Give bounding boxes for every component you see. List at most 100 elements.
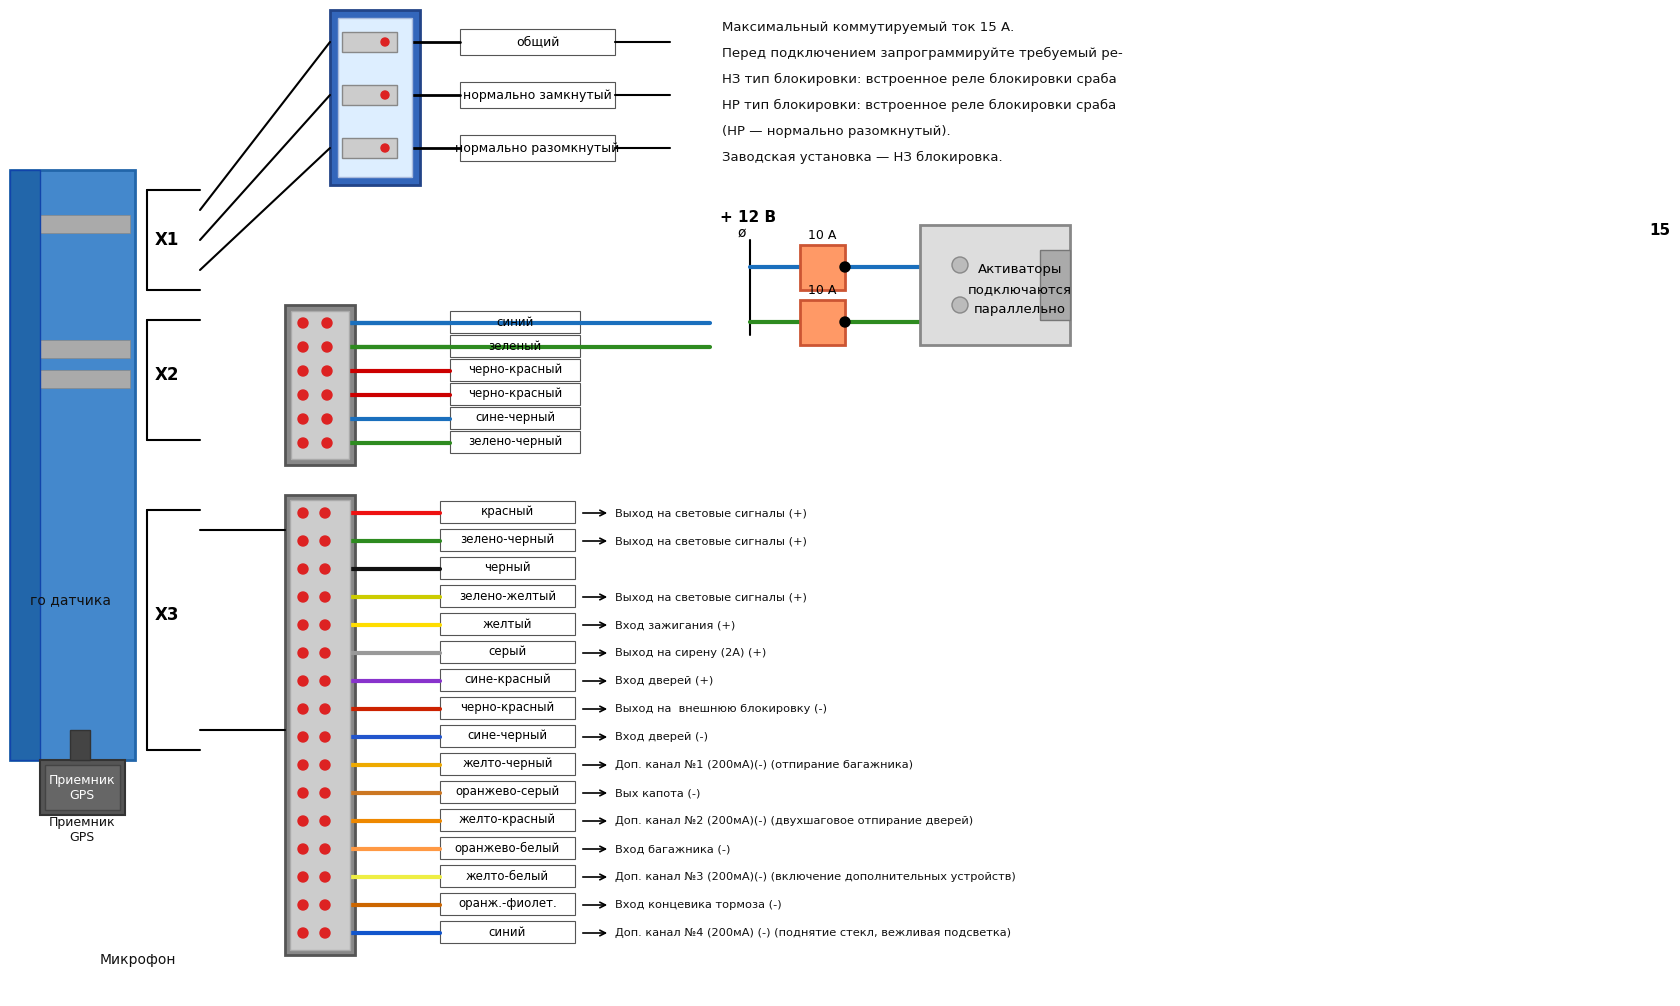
Text: 15: 15 xyxy=(1648,222,1670,237)
Text: сине-красный: сине-красный xyxy=(464,673,551,686)
Text: Активаторы: Активаторы xyxy=(978,264,1062,277)
Text: черно-красный: черно-красный xyxy=(467,387,561,400)
Bar xyxy=(10,170,134,760)
Text: 10 А: 10 А xyxy=(808,228,835,241)
Text: Доп. канал №4 (200мА) (-) (поднятие стекл, вежливая подсветка): Доп. канал №4 (200мА) (-) (поднятие стек… xyxy=(615,928,1010,938)
Circle shape xyxy=(323,438,333,448)
Text: нормально замкнутый: нормально замкнутый xyxy=(464,89,612,102)
Circle shape xyxy=(319,872,329,882)
Text: желто-красный: желто-красный xyxy=(459,814,556,827)
Text: общий: общий xyxy=(516,35,559,48)
Text: Вход зажигания (+): Вход зажигания (+) xyxy=(615,620,734,630)
Circle shape xyxy=(297,366,307,376)
Text: Доп. канал №1 (200мА)(-) (отпирание багажника): Доп. канал №1 (200мА)(-) (отпирание бага… xyxy=(615,760,912,770)
Text: сине-черный: сине-черный xyxy=(475,411,554,425)
Bar xyxy=(460,135,615,161)
Text: Выход на световые сигналы (+): Выход на световые сигналы (+) xyxy=(615,508,806,518)
Text: Приемник
GPS: Приемник GPS xyxy=(49,774,116,802)
Bar xyxy=(460,29,615,55)
Text: НЗ тип блокировки: встроенное реле блокировки срабa: НЗ тип блокировки: встроенное реле блоки… xyxy=(722,72,1116,86)
Bar xyxy=(440,585,575,607)
Circle shape xyxy=(297,620,307,630)
Text: Выход на  внешнюю блокировку (-): Выход на внешнюю блокировку (-) xyxy=(615,704,827,714)
Text: черно-красный: черно-красный xyxy=(460,701,554,714)
Text: синий: синий xyxy=(496,316,533,329)
Bar xyxy=(440,725,575,747)
Bar xyxy=(440,921,575,943)
Circle shape xyxy=(323,414,333,424)
Circle shape xyxy=(323,318,333,328)
Circle shape xyxy=(381,38,388,46)
Circle shape xyxy=(297,414,307,424)
Bar xyxy=(440,613,575,635)
Circle shape xyxy=(319,732,329,742)
Bar xyxy=(40,760,124,815)
Text: (НР — нормально разомкнутый).: (НР — нормально разомкнутый). xyxy=(722,125,951,138)
Text: подключаются: подключаются xyxy=(968,284,1072,297)
Circle shape xyxy=(319,900,329,910)
Text: Приемник
GPS: Приемник GPS xyxy=(49,816,116,844)
Text: красный: красный xyxy=(480,505,534,518)
Circle shape xyxy=(297,900,307,910)
Bar xyxy=(800,245,845,290)
Bar xyxy=(670,195,1139,360)
Text: Выход на световые сигналы (+): Выход на световые сигналы (+) xyxy=(615,536,806,546)
Bar xyxy=(286,305,354,465)
Text: сине-черный: сине-черный xyxy=(467,729,548,742)
Bar xyxy=(440,865,575,887)
Text: Доп. канал №2 (200мА)(-) (двухшаговое отпирание дверей): Доп. канал №2 (200мА)(-) (двухшаговое от… xyxy=(615,816,973,826)
Bar xyxy=(450,335,580,357)
Text: желтый: желтый xyxy=(482,618,533,631)
Text: синий: синий xyxy=(489,926,526,939)
Bar xyxy=(329,10,420,185)
Bar xyxy=(45,765,119,810)
Text: нормально разомкнутый: нормально разомкнутый xyxy=(455,142,620,155)
Bar xyxy=(440,669,575,691)
Text: черно-красный: черно-красный xyxy=(467,363,561,376)
Text: желто-белый: желто-белый xyxy=(465,869,549,882)
Bar xyxy=(1040,250,1070,320)
Text: зелено-желтый: зелено-желтый xyxy=(459,590,556,603)
Circle shape xyxy=(297,844,307,854)
Text: оранжево-серый: оранжево-серый xyxy=(455,786,559,799)
Circle shape xyxy=(297,732,307,742)
Text: зелено-черный: зелено-черный xyxy=(460,533,554,546)
Circle shape xyxy=(319,788,329,798)
Bar xyxy=(450,359,580,381)
Bar xyxy=(286,495,354,955)
Text: ø: ø xyxy=(738,226,746,240)
Bar xyxy=(440,501,575,523)
Circle shape xyxy=(319,564,329,574)
Text: Доп. канал №3 (200мА)(-) (включение дополнительных устройств): Доп. канал №3 (200мА)(-) (включение допо… xyxy=(615,872,1015,882)
Circle shape xyxy=(297,872,307,882)
Circle shape xyxy=(297,536,307,546)
Text: желто-черный: желто-черный xyxy=(462,758,553,771)
Text: Вход концевика тормоза (-): Вход концевика тормоза (-) xyxy=(615,900,781,910)
Text: 10 А: 10 А xyxy=(808,284,835,297)
Circle shape xyxy=(297,318,307,328)
Text: Вход багажника (-): Вход багажника (-) xyxy=(615,844,729,854)
Text: Вых капота (-): Вых капота (-) xyxy=(615,788,701,798)
Circle shape xyxy=(297,928,307,938)
Bar xyxy=(291,500,349,950)
Bar xyxy=(450,311,580,333)
Bar xyxy=(440,529,575,551)
Bar xyxy=(450,407,580,429)
Bar xyxy=(800,300,845,345)
Circle shape xyxy=(319,648,329,658)
Bar xyxy=(440,557,575,579)
Text: серый: серый xyxy=(489,646,526,659)
Circle shape xyxy=(319,536,329,546)
Circle shape xyxy=(840,317,850,327)
Circle shape xyxy=(297,760,307,770)
Text: черный: черный xyxy=(484,561,531,574)
Circle shape xyxy=(319,592,329,602)
Circle shape xyxy=(319,676,329,686)
Bar xyxy=(709,5,1668,185)
Circle shape xyxy=(297,508,307,518)
Bar xyxy=(919,225,1070,345)
Bar xyxy=(341,85,396,105)
Text: Выход на сирену (2А) (+): Выход на сирену (2А) (+) xyxy=(615,648,766,658)
Text: Максимальный коммутируемый ток 15 А.: Максимальный коммутируемый ток 15 А. xyxy=(722,20,1013,33)
Circle shape xyxy=(319,508,329,518)
